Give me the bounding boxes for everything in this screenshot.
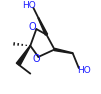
Text: O: O xyxy=(28,22,36,32)
Text: O: O xyxy=(32,54,40,64)
Polygon shape xyxy=(16,46,31,65)
Polygon shape xyxy=(54,48,73,54)
Text: HO: HO xyxy=(77,66,91,75)
Polygon shape xyxy=(38,18,48,35)
Text: HO: HO xyxy=(22,1,36,10)
